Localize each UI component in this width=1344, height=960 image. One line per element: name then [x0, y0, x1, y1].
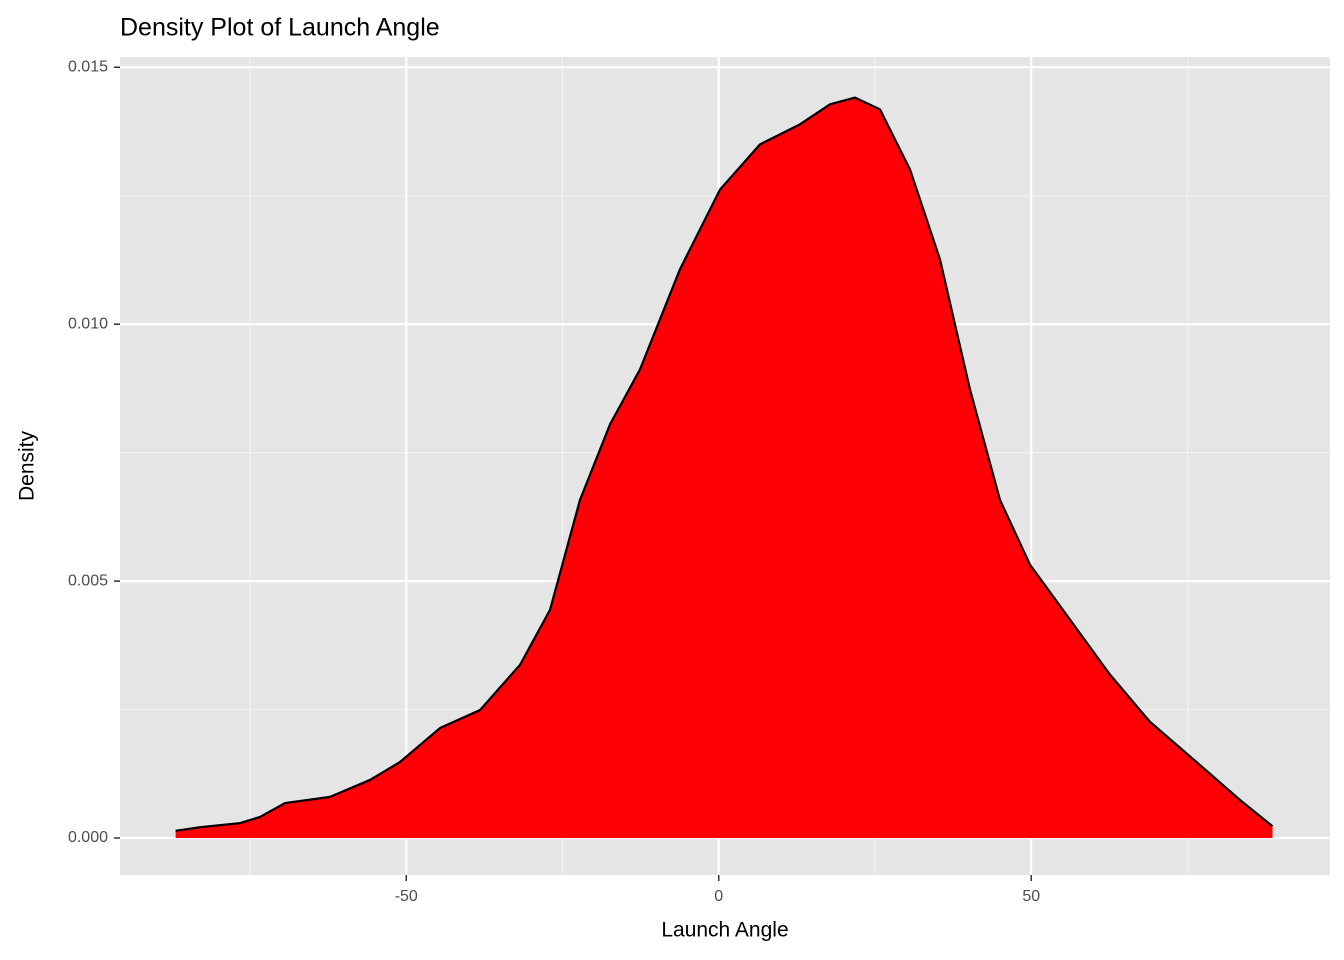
- x-tick-label: 50: [1022, 888, 1040, 905]
- x-tick-label: -50: [395, 888, 418, 905]
- y-tick-label: 0.000: [68, 829, 108, 846]
- density-line: [175, 96, 1274, 832]
- x-axis-label: Launch Angle: [661, 919, 788, 942]
- y-tick-label: 0.005: [68, 572, 108, 589]
- density-area: [175, 97, 1273, 839]
- x-tick-label: 0: [714, 888, 723, 905]
- chart-title: Density Plot of Launch Angle: [120, 14, 440, 42]
- y-tick-label: 0.010: [68, 315, 108, 332]
- y-axis-label: Density: [16, 430, 39, 501]
- y-tick-label: 0.015: [68, 58, 108, 75]
